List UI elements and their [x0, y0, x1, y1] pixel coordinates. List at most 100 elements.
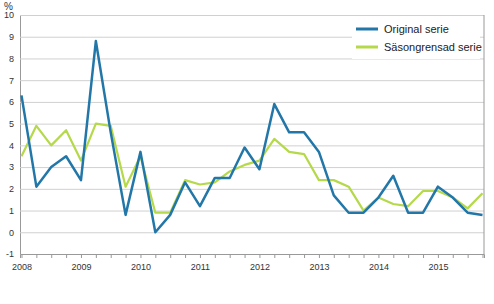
y-tick-label: 6 [9, 97, 14, 107]
x-tick-mark [408, 254, 409, 258]
x-tick [349, 254, 350, 258]
x-tick-mark [483, 254, 484, 258]
x-tick [36, 254, 37, 258]
x-axis: 20082009201020112012201320142015 [12, 254, 485, 272]
x-tick-mark [423, 254, 424, 258]
y-tick: 5 [9, 119, 484, 129]
x-tick-mark [66, 254, 67, 258]
grid-line [20, 145, 484, 146]
x-tick-mark [81, 254, 82, 258]
y-tick: -1 [6, 249, 484, 259]
x-tick-mark [334, 254, 335, 258]
x-tick-label: 2010 [131, 262, 151, 272]
y-tick: 2 [9, 184, 484, 194]
plot-area: -101234567891020082009201020112012201320… [4, 10, 485, 272]
y-tick-label: -1 [6, 249, 14, 259]
x-tick-label: 2014 [369, 262, 389, 272]
x-tick: 2013 [309, 254, 329, 272]
x-tick [289, 254, 290, 258]
y-tick-label: 9 [9, 32, 14, 42]
x-tick-mark [215, 254, 216, 258]
y-tick-label: 3 [9, 162, 14, 172]
legend-swatch [356, 28, 378, 31]
x-tick: 2008 [12, 254, 32, 272]
series-group [21, 41, 482, 232]
x-tick-mark [438, 254, 439, 258]
legend-swatch [356, 46, 378, 49]
y-tick-label: 8 [9, 54, 14, 64]
x-tick [230, 254, 231, 258]
x-tick-mark [200, 254, 201, 258]
x-tick [483, 254, 484, 258]
x-tick [245, 254, 246, 258]
x-tick: 2014 [369, 254, 389, 272]
x-tick [364, 254, 365, 258]
x-tick-mark [378, 254, 379, 258]
x-tick-label: 2012 [250, 262, 270, 272]
x-tick-mark [36, 254, 37, 258]
x-tick-mark [319, 254, 320, 258]
x-tick [334, 254, 335, 258]
x-tick [126, 254, 127, 258]
x-tick [51, 254, 52, 258]
frame [484, 15, 485, 254]
x-tick-mark [230, 254, 231, 258]
x-tick-mark [349, 254, 350, 258]
x-tick-mark [126, 254, 127, 258]
grid-line [20, 189, 484, 190]
x-tick [66, 254, 67, 258]
grid-line [20, 15, 484, 16]
x-tick [170, 254, 171, 258]
x-tick-mark [170, 254, 171, 258]
y-tick-label: 2 [9, 184, 14, 194]
x-tick [393, 254, 394, 258]
x-tick [423, 254, 424, 258]
x-tick: 2011 [191, 254, 210, 272]
x-tick-mark [453, 254, 454, 258]
y-axis: -1012345678910 [4, 10, 484, 259]
y-tick: 7 [9, 76, 484, 86]
grid-line [20, 167, 484, 168]
series-line [21, 41, 482, 232]
x-tick [111, 254, 112, 258]
y-tick: 1 [9, 206, 484, 216]
x-tick [453, 254, 454, 258]
grid-line [20, 232, 484, 233]
series-line [21, 124, 482, 213]
y-tick-label: 0 [9, 228, 14, 238]
x-tick [304, 254, 305, 258]
x-tick-mark [393, 254, 394, 258]
x-tick-label: 2013 [309, 262, 329, 272]
x-tick [215, 254, 216, 258]
x-tick: 2009 [71, 254, 91, 272]
legend-label: Original serie [384, 23, 449, 35]
grid-line [20, 80, 484, 81]
grid-line [20, 211, 484, 212]
y-tick: 6 [9, 97, 484, 107]
x-tick: 2012 [250, 254, 270, 272]
y-tick: 0 [9, 228, 484, 238]
y-tick-label: 7 [9, 76, 14, 86]
y-axis-line [21, 16, 485, 255]
x-tick-mark [140, 254, 141, 258]
x-tick-mark [21, 254, 22, 258]
legend-label: Säsongrensad serie [384, 41, 482, 53]
x-tick-mark [259, 254, 260, 258]
x-tick-mark [185, 254, 186, 258]
x-tick-mark [155, 254, 156, 258]
x-tick-mark [364, 254, 365, 258]
x-tick-mark [245, 254, 246, 258]
x-tick [155, 254, 156, 258]
chart: -101234567891020082009201020112012201320… [0, 0, 494, 304]
x-tick-mark [304, 254, 305, 258]
x-tick-mark [51, 254, 52, 258]
y-tick-label: 4 [9, 141, 14, 151]
x-tick-mark [111, 254, 112, 258]
x-tick: 2010 [131, 254, 151, 272]
x-tick-mark [274, 254, 275, 258]
x-tick [468, 254, 469, 258]
x-tick-mark [96, 254, 97, 258]
x-tick-mark [289, 254, 290, 258]
x-tick-label: 2008 [12, 262, 32, 272]
x-tick [96, 254, 97, 258]
